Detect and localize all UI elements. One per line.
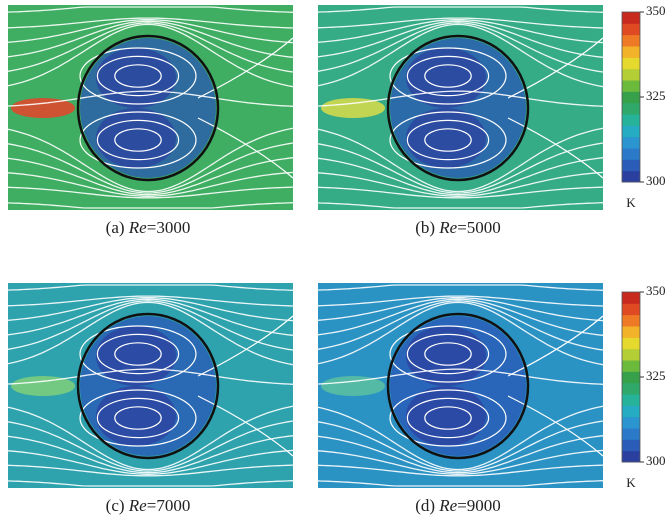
colorbar-segment [622, 371, 640, 383]
figure: (a) Re=3000(b) Re=5000(c) Re=7000(d) Re=… [0, 0, 668, 520]
caption-symbol: Re [128, 218, 147, 237]
panel: (d) Re=9000 [318, 283, 603, 515]
panel-caption: (a) Re=3000 [106, 218, 191, 237]
colorbar-segment [622, 69, 640, 81]
colorbar-unit: K [626, 475, 636, 490]
panel: (a) Re=3000 [8, 5, 293, 237]
colorbar: 300 325 350 K [622, 3, 666, 210]
caption-symbol: Re [128, 496, 147, 515]
colorbar-tick-label: 300 [646, 173, 666, 188]
colorbar-segment [622, 292, 640, 304]
panel: (b) Re=5000 [318, 5, 603, 237]
colorbar-segment [622, 46, 640, 58]
colorbar-tick-label: 325 [646, 368, 666, 383]
colorbar-segment [622, 159, 640, 171]
colorbar-segment [622, 417, 640, 429]
colorbar-unit: K [626, 195, 636, 210]
caption-value: =7000 [147, 496, 191, 515]
colorbar-segment [622, 349, 640, 361]
colorbar-segment [622, 148, 640, 160]
caption-label: (c) [106, 496, 125, 515]
colorbar-segment [622, 326, 640, 338]
panel-caption: (d) Re=9000 [415, 496, 501, 515]
panel: (c) Re=7000 [8, 283, 293, 515]
colorbar-segment [622, 394, 640, 406]
colorbar-segment [622, 451, 640, 463]
colorbar-segment [622, 23, 640, 35]
colorbar-segment [622, 383, 640, 395]
colorbar-segment [622, 439, 640, 451]
panel-caption: (c) Re=7000 [106, 496, 191, 515]
colorbar-segment [622, 315, 640, 327]
colorbar-segment [622, 103, 640, 115]
caption-value: =9000 [457, 496, 501, 515]
colorbar-segment [622, 80, 640, 92]
caption-symbol: Re [438, 496, 457, 515]
colorbar-tick-label: 325 [646, 88, 666, 103]
caption-label: (b) [415, 218, 435, 237]
colorbar-segment [622, 405, 640, 417]
caption-label: (a) [106, 218, 125, 237]
colorbar-segment [622, 360, 640, 372]
colorbar-segment [622, 91, 640, 103]
colorbar-segment [622, 35, 640, 47]
caption-label: (d) [415, 496, 435, 515]
colorbar-tick-label: 350 [646, 3, 666, 18]
colorbar-segment [622, 303, 640, 315]
colorbar-segment [622, 57, 640, 69]
colorbar: 300 325 350 K [622, 283, 666, 490]
colorbar-segment [622, 428, 640, 440]
caption-value: =5000 [457, 218, 501, 237]
colorbar-segment [622, 171, 640, 183]
caption-symbol: Re [438, 218, 457, 237]
panel-caption: (b) Re=5000 [415, 218, 501, 237]
colorbar-segment [622, 12, 640, 24]
colorbar-segment [622, 137, 640, 149]
colorbar-tick-label: 300 [646, 453, 666, 468]
colorbar-segment [622, 114, 640, 126]
colorbar-segment [622, 337, 640, 349]
colorbar-tick-label: 350 [646, 283, 666, 298]
caption-value: =3000 [147, 218, 191, 237]
colorbar-segment [622, 125, 640, 137]
